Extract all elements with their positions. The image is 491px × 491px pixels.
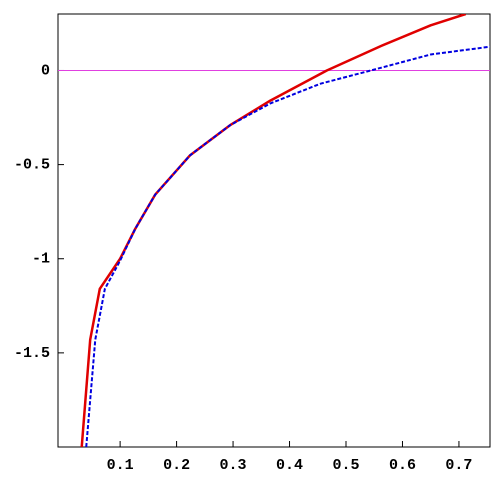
- x-tick-label: 0.6: [389, 457, 416, 474]
- x-tick-label: 0.7: [445, 457, 472, 474]
- frame: [57, 13, 491, 448]
- x-tick-label: 0.3: [220, 457, 247, 474]
- series-line: [80, 14, 467, 447]
- y-tick-label: 0: [41, 62, 50, 79]
- x-tick-label: 0.4: [276, 457, 303, 474]
- y-tick-label: -1: [32, 251, 50, 268]
- x-tick-label: 0.1: [107, 457, 134, 474]
- x-tick-label: 0.5: [332, 457, 359, 474]
- x-tick-label: 0.2: [163, 457, 190, 474]
- y-tick-label: -0.5: [14, 157, 50, 174]
- series-line: [85, 45, 490, 447]
- y-tick-label: -1.5: [14, 345, 50, 362]
